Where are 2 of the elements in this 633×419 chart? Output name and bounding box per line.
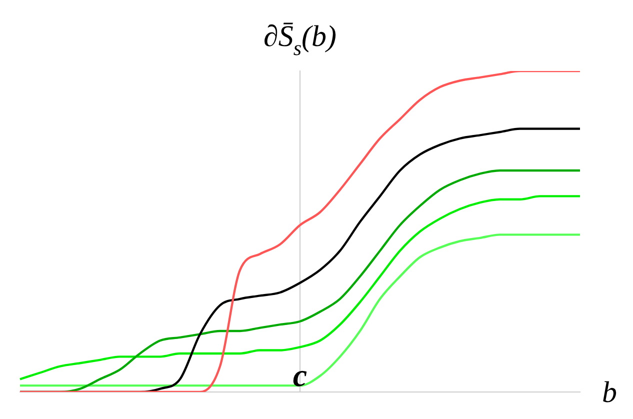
x-axis-title: b <box>602 376 617 409</box>
annotation: c <box>292 357 308 393</box>
